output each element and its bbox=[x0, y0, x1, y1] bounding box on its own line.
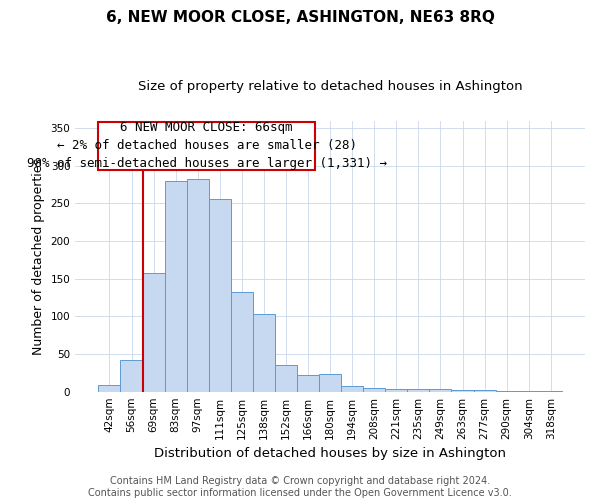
Bar bbox=[275, 364, 297, 392]
X-axis label: Distribution of detached houses by size in Ashington: Distribution of detached houses by size … bbox=[154, 447, 506, 460]
Bar bbox=[187, 180, 209, 392]
Bar bbox=[430, 390, 451, 392]
Text: 6 NEW MOOR CLOSE: 66sqm
← 2% of detached houses are smaller (28)
98% of semi-det: 6 NEW MOOR CLOSE: 66sqm ← 2% of detached… bbox=[26, 122, 386, 170]
Bar bbox=[164, 181, 187, 392]
Bar bbox=[297, 375, 319, 392]
Y-axis label: Number of detached properties: Number of detached properties bbox=[32, 158, 45, 354]
Bar bbox=[363, 388, 385, 392]
Bar bbox=[143, 272, 164, 392]
Bar bbox=[121, 360, 143, 392]
Title: Size of property relative to detached houses in Ashington: Size of property relative to detached ho… bbox=[138, 80, 523, 93]
Bar bbox=[253, 314, 275, 392]
Bar bbox=[98, 385, 121, 392]
Text: 6, NEW MOOR CLOSE, ASHINGTON, NE63 8RQ: 6, NEW MOOR CLOSE, ASHINGTON, NE63 8RQ bbox=[106, 10, 494, 25]
FancyBboxPatch shape bbox=[98, 122, 314, 170]
Bar bbox=[209, 199, 231, 392]
Bar bbox=[407, 388, 430, 392]
Bar bbox=[473, 390, 496, 392]
Bar bbox=[231, 292, 253, 392]
Text: Contains HM Land Registry data © Crown copyright and database right 2024.
Contai: Contains HM Land Registry data © Crown c… bbox=[88, 476, 512, 498]
Bar bbox=[518, 391, 540, 392]
Bar bbox=[319, 374, 341, 392]
Bar bbox=[385, 388, 407, 392]
Bar bbox=[451, 390, 473, 392]
Bar bbox=[540, 391, 562, 392]
Bar bbox=[341, 386, 363, 392]
Bar bbox=[496, 391, 518, 392]
